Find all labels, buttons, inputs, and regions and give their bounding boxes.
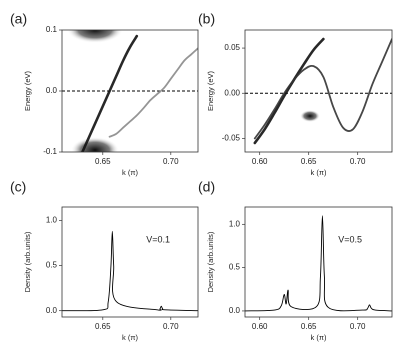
y-tick-label: 1.0 xyxy=(229,219,241,228)
y-tick-label: 0.0 xyxy=(46,306,58,315)
plot-area xyxy=(62,30,198,152)
y-tick-label: -0.05 xyxy=(222,134,241,143)
y-tick-label: 0.5 xyxy=(229,263,241,272)
y-tick-label: 0.0 xyxy=(229,306,241,315)
data-line xyxy=(245,215,392,312)
intensity-blob xyxy=(300,110,320,122)
x-axis-label: k (π) xyxy=(310,168,327,177)
data-line xyxy=(108,47,198,138)
y-tick-label: 0.05 xyxy=(224,43,240,52)
annotation: V=0.1 xyxy=(146,234,170,244)
x-tick-label: 0.65 xyxy=(95,157,111,166)
x-tick-label: 0.60 xyxy=(252,322,268,331)
y-tick-label: 0.0 xyxy=(46,86,58,95)
x-tick-label: 0.65 xyxy=(301,157,317,166)
y-tick-label: 1.0 xyxy=(46,216,58,225)
plot-area xyxy=(62,230,198,312)
y-tick-label: -0.1 xyxy=(43,147,57,156)
y-tick-label: 0.00 xyxy=(224,88,240,97)
data-line xyxy=(253,37,325,145)
data-line xyxy=(81,34,139,152)
axes-frame xyxy=(244,29,393,153)
x-tick-label: 0.70 xyxy=(163,157,179,166)
x-tick-label: 0.65 xyxy=(301,322,317,331)
y-axis-label: Energy (eV) xyxy=(23,70,32,111)
x-tick-label: 0.65 xyxy=(95,322,111,331)
y-axis-label: Density (arb.units) xyxy=(206,231,215,292)
panel-label: (c) xyxy=(10,179,26,195)
axes-frame xyxy=(61,206,199,318)
x-axis-label: k (π) xyxy=(310,333,327,342)
panel-label: (d) xyxy=(198,179,215,195)
intensity-blob xyxy=(67,30,123,43)
y-axis-label: Energy (eV) xyxy=(206,70,215,111)
y-tick-label: 0.5 xyxy=(46,261,58,270)
axes-frame xyxy=(61,29,199,153)
y-tick-label: 0.1 xyxy=(46,25,58,34)
annotation: V=0.5 xyxy=(338,234,362,244)
x-tick-label: 0.70 xyxy=(350,157,366,166)
panel-label: (b) xyxy=(198,11,215,27)
x-tick-label: 0.70 xyxy=(163,322,179,331)
x-tick-label: 0.60 xyxy=(252,157,268,166)
x-tick-label: 0.70 xyxy=(350,322,366,331)
data-line xyxy=(253,38,392,140)
axes-frame xyxy=(244,206,393,318)
x-axis-label: k (π) xyxy=(122,168,139,177)
panel-label: (a) xyxy=(10,11,27,27)
plot-area xyxy=(245,37,392,145)
x-axis-label: k (π) xyxy=(122,333,139,342)
y-axis-label: Density (arb.units) xyxy=(23,231,32,292)
data-line xyxy=(62,230,198,312)
plot-area xyxy=(245,215,392,312)
